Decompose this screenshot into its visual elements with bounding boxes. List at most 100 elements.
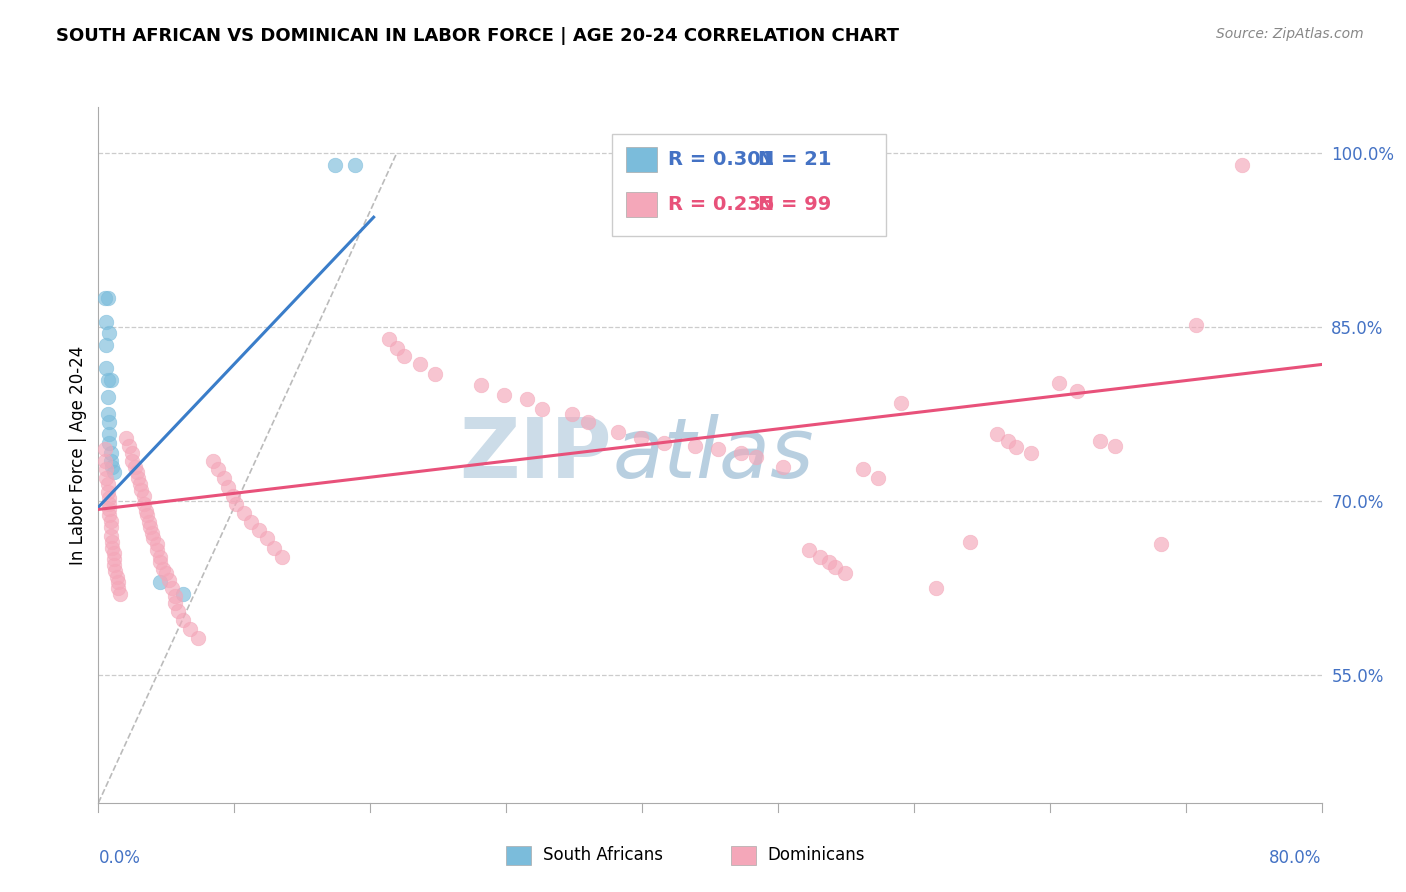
Point: [959, 534, 981, 549]
Point: [141, 525, 163, 540]
Point: [799, 543, 821, 558]
Point: [1230, 158, 1253, 172]
Point: [187, 631, 209, 645]
Point: [730, 445, 752, 459]
Text: N = 21: N = 21: [758, 150, 831, 169]
Point: [100, 373, 122, 387]
Point: [247, 523, 270, 537]
Text: R = 0.235: R = 0.235: [668, 194, 775, 214]
Point: [706, 442, 728, 457]
Point: [163, 596, 186, 610]
Point: [100, 445, 122, 459]
Point: [94, 462, 117, 476]
Point: [98, 416, 121, 430]
Point: [101, 534, 124, 549]
Point: [423, 367, 446, 381]
Point: [240, 515, 263, 529]
Point: [1019, 445, 1042, 459]
Point: [103, 546, 125, 560]
Point: [263, 541, 285, 555]
Point: [127, 471, 149, 485]
Point: [179, 622, 201, 636]
Point: [100, 520, 122, 534]
Text: South Africans: South Africans: [543, 847, 662, 864]
Point: [121, 453, 143, 467]
Point: [134, 489, 156, 503]
Point: [222, 489, 245, 503]
Point: [576, 416, 599, 430]
Point: [94, 315, 117, 329]
Point: [98, 436, 121, 450]
Point: [149, 555, 172, 569]
Point: [139, 520, 162, 534]
Point: [107, 582, 129, 596]
Point: [129, 483, 152, 497]
Point: [1088, 434, 1111, 448]
Point: [100, 529, 122, 543]
Point: [530, 401, 553, 416]
Point: [202, 453, 225, 467]
Point: [108, 587, 131, 601]
Text: Dominicans: Dominicans: [768, 847, 865, 864]
Point: [98, 491, 121, 505]
Point: [145, 537, 167, 551]
Point: [160, 582, 183, 596]
Point: [155, 566, 177, 581]
Text: 0.0%: 0.0%: [98, 849, 141, 867]
Point: [1150, 537, 1173, 551]
Point: [167, 605, 190, 619]
Point: [1066, 384, 1088, 398]
Point: [124, 459, 146, 474]
Point: [344, 158, 367, 172]
Point: [94, 361, 117, 376]
Point: [94, 471, 117, 485]
Point: [212, 471, 235, 485]
Point: [136, 508, 159, 523]
Point: [852, 462, 875, 476]
Point: [93, 442, 115, 457]
Point: [232, 506, 254, 520]
Point: [516, 392, 538, 407]
Point: [103, 558, 125, 573]
Point: [98, 427, 121, 442]
Point: [149, 575, 172, 590]
Point: [138, 515, 160, 529]
Point: [125, 466, 148, 480]
Point: [97, 390, 120, 404]
Point: [98, 502, 121, 516]
Point: [997, 434, 1019, 448]
Point: [103, 466, 125, 480]
Point: [104, 564, 127, 578]
Point: [1104, 439, 1126, 453]
Point: [128, 476, 150, 491]
Point: [101, 459, 124, 474]
Point: [772, 459, 794, 474]
Point: [561, 407, 583, 422]
Point: [100, 514, 122, 528]
Point: [94, 338, 117, 352]
Point: [97, 485, 120, 500]
Point: [1004, 440, 1026, 454]
Point: [103, 552, 125, 566]
Point: [172, 613, 194, 627]
Point: [152, 561, 174, 575]
Text: SOUTH AFRICAN VS DOMINICAN IN LABOR FORCE | AGE 20-24 CORRELATION CHART: SOUTH AFRICAN VS DOMINICAN IN LABOR FORC…: [56, 27, 900, 45]
Point: [270, 549, 292, 564]
Point: [925, 582, 948, 596]
Point: [93, 291, 115, 305]
Text: R = 0.301: R = 0.301: [668, 150, 775, 169]
Point: [818, 555, 841, 569]
Point: [834, 566, 856, 581]
Text: ZIP: ZIP: [460, 415, 612, 495]
Text: atlas: atlas: [612, 415, 814, 495]
Point: [97, 407, 120, 422]
Point: [385, 341, 408, 355]
Point: [149, 549, 172, 564]
Point: [470, 378, 492, 392]
Point: [378, 332, 401, 346]
Point: [207, 462, 229, 476]
Point: [98, 326, 121, 341]
Point: [392, 350, 416, 364]
Point: [1185, 318, 1208, 332]
Point: [142, 532, 165, 546]
